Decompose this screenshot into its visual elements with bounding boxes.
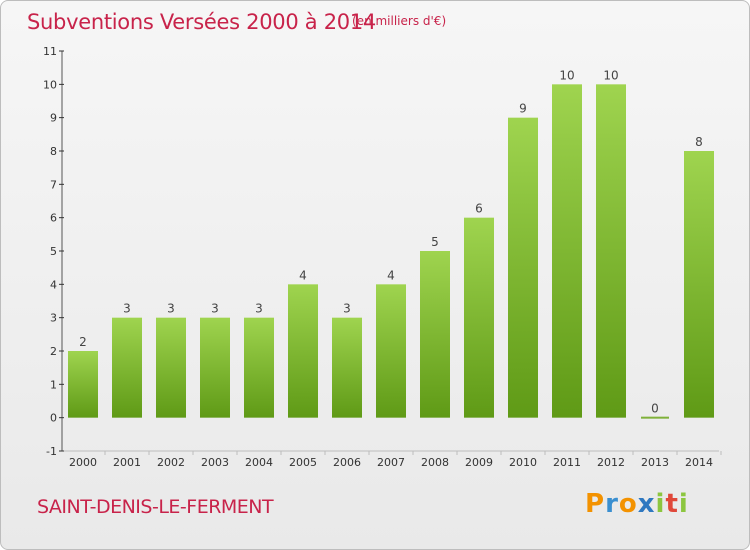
bar-value-label: 3 bbox=[211, 302, 219, 316]
bar bbox=[596, 84, 626, 418]
x-tick-label: 2013 bbox=[641, 456, 669, 469]
bar-value-label: 4 bbox=[387, 268, 395, 282]
bar-value-label: 3 bbox=[343, 302, 351, 316]
chart-title: Subventions Versées 2000 à 2014 bbox=[27, 10, 376, 34]
bar-value-label: 3 bbox=[255, 302, 263, 316]
x-tick-label: 2004 bbox=[245, 456, 273, 469]
y-tick-label: 9 bbox=[50, 112, 57, 125]
y-tick-label: 6 bbox=[50, 212, 57, 225]
x-tick-label: 2000 bbox=[69, 456, 97, 469]
x-tick-label: 2012 bbox=[597, 456, 625, 469]
y-tick-label: 7 bbox=[50, 178, 57, 191]
bar bbox=[244, 317, 274, 418]
x-tick-label: 2009 bbox=[465, 456, 493, 469]
x-tick-label: 2007 bbox=[377, 456, 405, 469]
bar-value-label: 4 bbox=[299, 268, 307, 282]
logo-letter: r bbox=[605, 489, 619, 519]
bar bbox=[684, 151, 714, 418]
x-tick-label: 2006 bbox=[333, 456, 361, 469]
bar-value-label: 6 bbox=[475, 202, 483, 216]
bar-value-label: 3 bbox=[167, 302, 175, 316]
bar-value-label: 10 bbox=[559, 68, 574, 82]
bar bbox=[156, 317, 186, 418]
logo-letter: x bbox=[637, 489, 656, 519]
logo-letter: i bbox=[655, 489, 666, 519]
y-tick-label: 3 bbox=[50, 312, 57, 325]
bar bbox=[112, 317, 142, 418]
logo-letter: P bbox=[585, 489, 606, 519]
bar bbox=[68, 351, 98, 418]
bar bbox=[464, 217, 494, 418]
bar-value-label: 10 bbox=[603, 68, 618, 82]
y-tick-label: 5 bbox=[50, 245, 57, 258]
x-tick-label: 2003 bbox=[201, 456, 229, 469]
logo-letter: o bbox=[618, 489, 638, 519]
logo-letter: i bbox=[678, 489, 689, 519]
bar bbox=[332, 317, 362, 418]
bar-value-label: 2 bbox=[79, 335, 87, 349]
bar bbox=[420, 251, 450, 418]
bar bbox=[376, 284, 406, 418]
bar-value-label: 9 bbox=[519, 102, 527, 116]
bar-value-label: 8 bbox=[695, 135, 703, 149]
logo-letter: t bbox=[665, 489, 679, 519]
bar-value-label: 3 bbox=[123, 302, 131, 316]
x-tick-label: 2014 bbox=[685, 456, 713, 469]
bar bbox=[552, 84, 582, 418]
y-tick-label: -1 bbox=[46, 445, 57, 458]
bar bbox=[508, 117, 538, 418]
x-tick-label: 2010 bbox=[509, 456, 537, 469]
commune-name: SAINT-DENIS-LE-FERMENT bbox=[37, 496, 274, 518]
x-tick-label: 2002 bbox=[157, 456, 185, 469]
chart-unit-note: (en milliers d'€) bbox=[352, 14, 447, 28]
y-tick-label: 4 bbox=[50, 278, 57, 291]
bar bbox=[641, 416, 669, 419]
y-tick-label: 8 bbox=[50, 145, 57, 158]
y-tick-label: 1 bbox=[50, 378, 57, 391]
y-tick-label: 10 bbox=[43, 78, 57, 91]
x-tick-label: 2005 bbox=[289, 456, 317, 469]
y-tick-label: 0 bbox=[50, 412, 57, 425]
x-tick-label: 2001 bbox=[113, 456, 141, 469]
bar-value-label: 5 bbox=[431, 235, 439, 249]
bar bbox=[200, 317, 230, 418]
x-tick-label: 2011 bbox=[553, 456, 581, 469]
y-tick-label: 2 bbox=[50, 345, 57, 358]
bar bbox=[288, 284, 318, 418]
x-tick-label: 2008 bbox=[421, 456, 449, 469]
y-tick-label: 11 bbox=[43, 45, 57, 58]
bar-value-label: 0 bbox=[651, 402, 659, 416]
proxiti-logo: Proxiti bbox=[585, 489, 689, 519]
